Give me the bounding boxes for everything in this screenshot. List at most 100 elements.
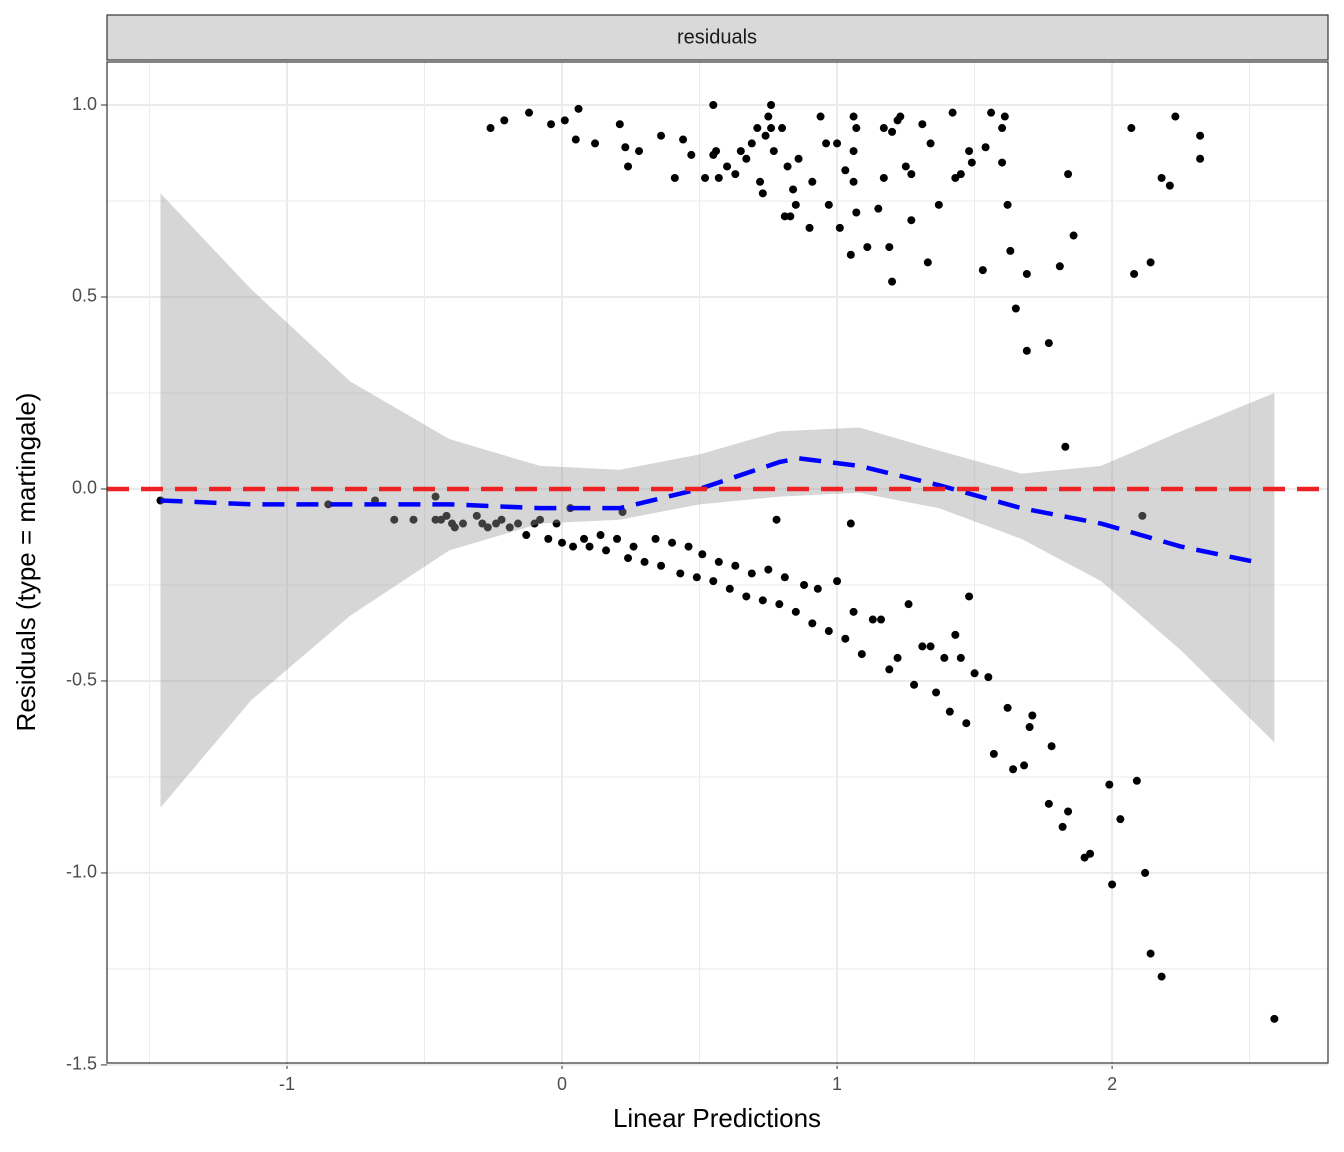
point [987, 108, 996, 117]
point [846, 519, 855, 528]
point [967, 158, 976, 167]
point [684, 542, 693, 551]
point [775, 600, 784, 609]
point [1025, 723, 1034, 732]
point [698, 550, 707, 559]
point [635, 147, 644, 156]
point [945, 707, 954, 716]
point [805, 223, 814, 232]
point [813, 584, 822, 593]
point [940, 653, 949, 662]
x-tick-label: -1 [279, 1074, 295, 1094]
point [1022, 346, 1031, 355]
point [965, 147, 974, 156]
point [522, 531, 531, 540]
point [791, 200, 800, 209]
point [1009, 765, 1018, 774]
point [767, 101, 776, 110]
point [877, 615, 886, 624]
point [833, 139, 842, 148]
point [742, 154, 751, 163]
point [863, 243, 872, 252]
point [747, 569, 756, 578]
point [885, 243, 894, 252]
panel-border [106, 61, 1329, 1064]
point [824, 627, 833, 636]
point [764, 565, 773, 574]
point [789, 185, 798, 194]
point [778, 124, 787, 133]
point [1022, 269, 1031, 278]
point [472, 511, 481, 520]
point [849, 177, 858, 186]
point [965, 592, 974, 601]
point [835, 223, 844, 232]
point [948, 108, 957, 117]
point [1127, 124, 1136, 133]
point [723, 162, 732, 171]
point [956, 653, 965, 662]
point [1171, 112, 1180, 121]
point [651, 534, 660, 543]
point [849, 112, 858, 121]
point [888, 127, 897, 136]
point [791, 607, 800, 616]
point [1196, 154, 1205, 163]
point [1058, 822, 1067, 831]
point [923, 258, 932, 267]
point [602, 546, 611, 555]
point [571, 135, 580, 144]
point [1132, 776, 1141, 785]
point [879, 173, 888, 182]
point [885, 665, 894, 674]
point [852, 208, 861, 217]
point [725, 584, 734, 593]
point [731, 561, 740, 570]
point [981, 143, 990, 152]
point [459, 519, 468, 528]
x-tick-label: 2 [1107, 1074, 1117, 1094]
point [1086, 849, 1095, 858]
point [896, 112, 905, 121]
point [709, 101, 718, 110]
point [1196, 131, 1205, 140]
point [1047, 742, 1056, 751]
point [808, 177, 817, 186]
point [769, 147, 778, 156]
facet-label: residuals [677, 26, 757, 48]
point [580, 534, 589, 543]
point [1116, 815, 1125, 824]
point [736, 147, 745, 156]
point [758, 596, 767, 605]
point [989, 749, 998, 758]
point [500, 116, 509, 125]
point [824, 200, 833, 209]
point [1165, 181, 1174, 190]
point [621, 143, 630, 152]
point [951, 630, 960, 639]
point [893, 653, 902, 662]
point [1064, 807, 1073, 816]
point [712, 147, 721, 156]
point [907, 170, 916, 179]
point [483, 523, 492, 532]
smooth-line [160, 455, 1256, 565]
point [841, 634, 850, 643]
point [585, 542, 594, 551]
point [1003, 200, 1012, 209]
point [772, 515, 781, 524]
point [879, 124, 888, 133]
point [1105, 780, 1114, 789]
x-axis-title: Linear Predictions [613, 1103, 821, 1133]
point [701, 173, 710, 182]
point [442, 511, 451, 520]
point [984, 673, 993, 682]
point [1006, 246, 1015, 255]
point [868, 615, 877, 624]
point [780, 573, 789, 582]
confidence-band [160, 193, 1275, 808]
point [624, 554, 633, 563]
point [1069, 231, 1078, 240]
point [833, 577, 842, 586]
point [497, 515, 506, 524]
